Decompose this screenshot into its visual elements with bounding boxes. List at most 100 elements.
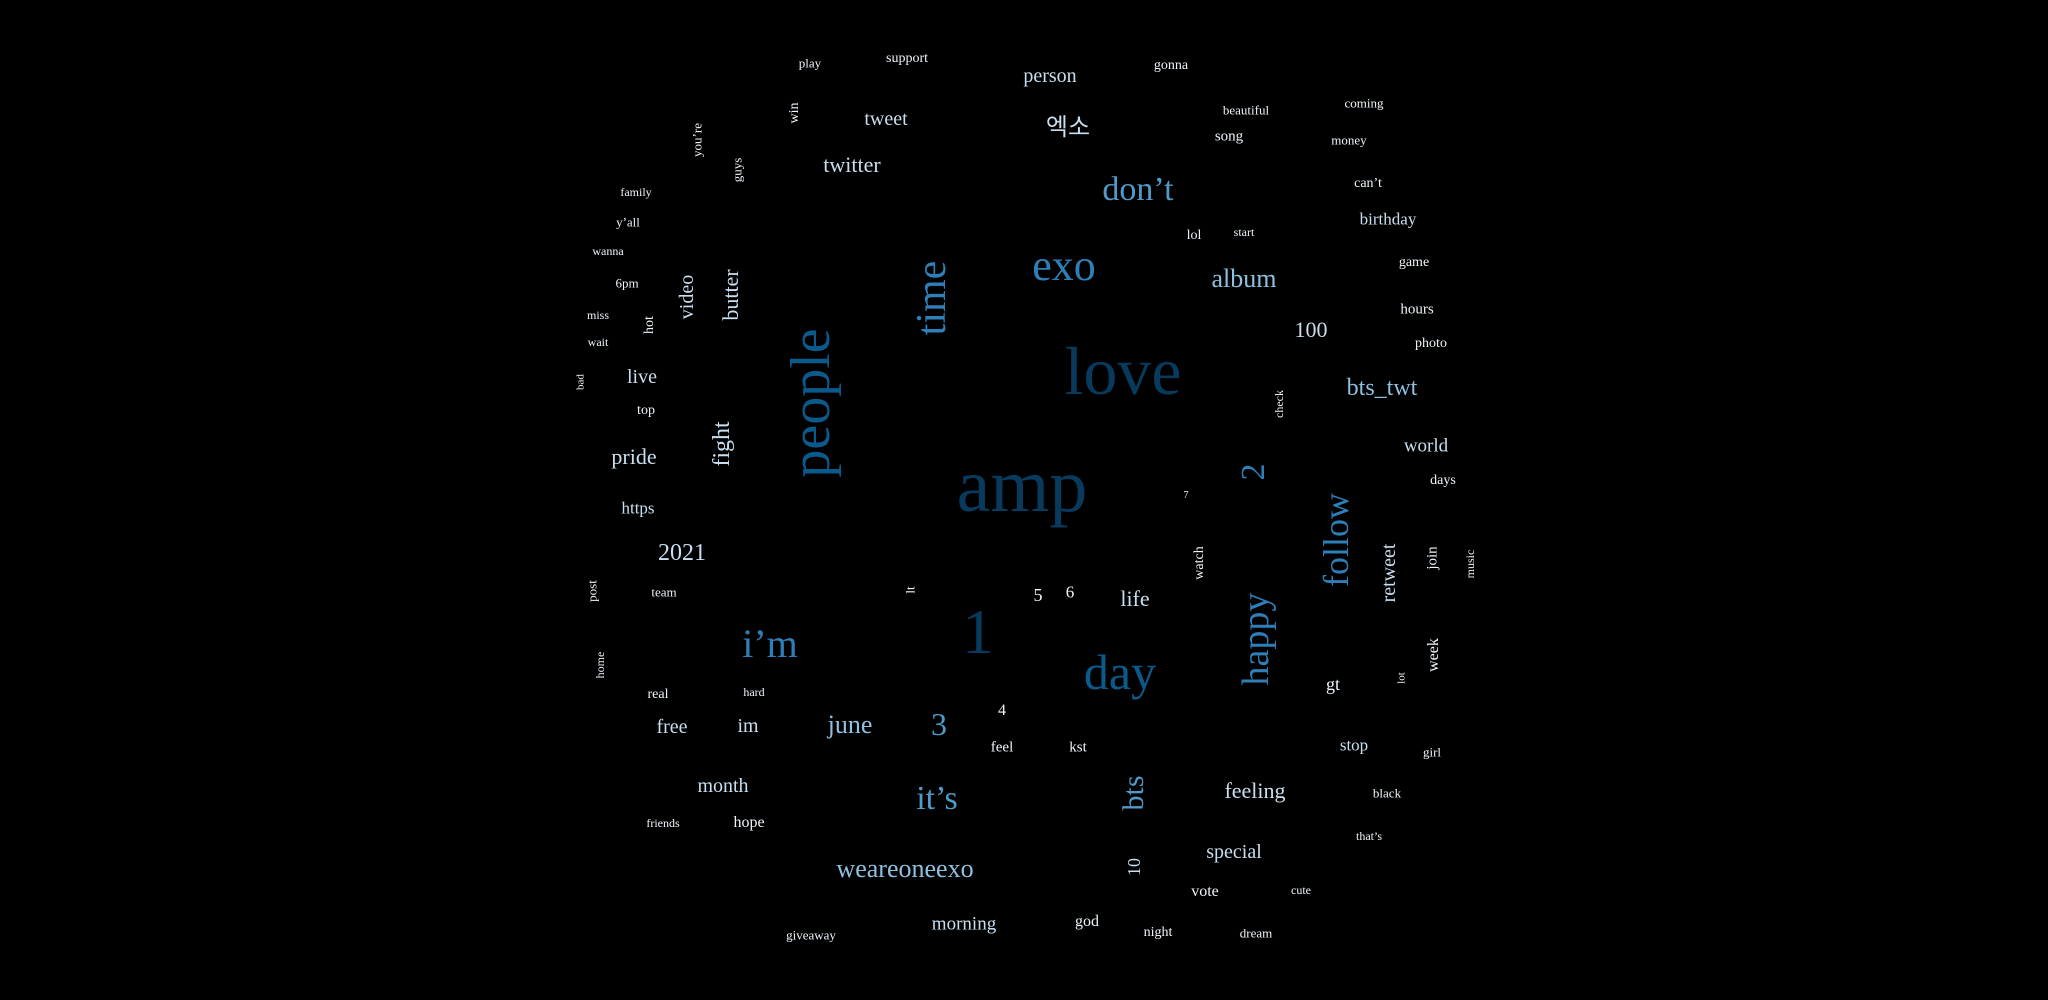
word-cloud-word: hard	[743, 685, 765, 699]
word-cloud-word: tweet	[864, 108, 908, 130]
word-cloud-word: bts	[1117, 775, 1150, 811]
word-cloud-word: join	[1424, 546, 1441, 570]
word-cloud-word: 2021	[658, 540, 706, 566]
word-cloud-word: video	[676, 274, 698, 320]
word-cloud-word: lol	[1186, 228, 1202, 243]
word-cloud-word: world	[1403, 435, 1449, 457]
word-cloud-word: gonna	[1153, 58, 1189, 73]
word-cloud-word: that’s	[1356, 829, 1382, 843]
word-cloud-word: 6pm	[615, 275, 639, 291]
word-cloud-word: day	[1083, 644, 1157, 700]
word-cloud-word: days	[1430, 473, 1456, 488]
word-cloud-word: song	[1214, 128, 1244, 145]
word-cloud-word: 10	[1124, 858, 1144, 876]
word-cloud-word: people	[780, 328, 842, 478]
word-cloud-word: wait	[587, 335, 609, 349]
word-cloud-word: you’re	[689, 123, 705, 157]
word-cloud-word: black	[1372, 785, 1402, 801]
word-cloud-word: night	[1143, 925, 1173, 940]
word-cloud-word: twitter	[823, 152, 881, 177]
word-cloud-word: watch	[1192, 546, 1207, 580]
word-cloud-word: start	[1233, 225, 1255, 239]
word-cloud-word: dream	[1239, 925, 1273, 941]
word-cloud-word: 7	[1183, 490, 1189, 501]
word-cloud-word: coming	[1344, 95, 1384, 111]
word-cloud-word: feel	[990, 739, 1014, 756]
word-cloud-word: stop	[1339, 735, 1369, 755]
word-cloud-word: butter	[718, 269, 743, 321]
word-cloud-word: birthday	[1359, 209, 1417, 229]
word-cloud-word: y’all	[616, 214, 640, 230]
word-cloud-word: week	[1425, 638, 1442, 672]
word-cloud-word: miss	[586, 308, 610, 322]
word-cloud-word: im	[737, 715, 759, 737]
word-cloud-word: i’m	[742, 621, 798, 666]
word-cloud-word: 1	[962, 596, 994, 667]
word-cloud-word: cute	[1291, 883, 1311, 897]
word-cloud-word: hours	[1400, 301, 1434, 318]
word-cloud-word: 3	[931, 706, 947, 742]
word-cloud-word: 엑소	[1045, 115, 1091, 141]
word-cloud-word: gt	[1325, 674, 1341, 694]
word-cloud-word: 4	[998, 702, 1006, 719]
word-cloud-word: don’t	[1102, 171, 1174, 208]
word-cloud-word: bts_twt	[1346, 375, 1418, 401]
word-cloud-word: life	[1120, 586, 1150, 611]
word-cloud-word: top	[637, 403, 655, 418]
word-cloud-word: happy	[1235, 592, 1277, 686]
word-cloud-word: follow	[1316, 493, 1356, 587]
word-cloud-word: 100	[1294, 317, 1328, 342]
word-cloud-word: guys	[729, 157, 745, 183]
word-cloud-word: home	[593, 651, 607, 679]
word-cloud-word: special	[1206, 841, 1262, 863]
word-cloud-word: beautiful	[1222, 102, 1270, 118]
word-cloud-word: photo	[1415, 336, 1447, 351]
word-cloud-word: win	[787, 102, 802, 124]
word-cloud-word: hope	[733, 814, 765, 831]
word-cloud-word: friends	[646, 816, 680, 830]
word-cloud-word: fight	[709, 421, 735, 467]
word-cloud-word: vote	[1191, 883, 1219, 900]
word-cloud-word: music	[1463, 549, 1477, 579]
word-cloud-word: time	[909, 260, 955, 336]
word-cloud-word: wanna	[592, 244, 624, 258]
word-cloud-word: hot	[642, 316, 657, 334]
word-cloud-word: https	[621, 498, 655, 518]
word-cloud-word: lt	[902, 586, 918, 594]
word-cloud-word: bad	[574, 374, 587, 390]
word-cloud-word: support	[886, 51, 928, 66]
word-cloud-word: check	[1272, 390, 1286, 418]
word-cloud-word: live	[627, 366, 657, 388]
word-cloud-word: person	[1023, 65, 1077, 87]
word-cloud-word: month	[697, 775, 749, 797]
word-cloud-word: amp	[956, 444, 1088, 528]
word-cloud-word: can’t	[1354, 176, 1382, 191]
word-cloud-word: game	[1398, 255, 1430, 270]
word-cloud-word: money	[1331, 132, 1367, 148]
word-cloud-word: 2	[1235, 463, 1272, 481]
word-cloud-word: weareoneexo	[836, 854, 974, 883]
word-cloud-word: it’s	[916, 780, 958, 817]
word-cloud-word: family	[620, 185, 652, 199]
word-cloud-word: play	[798, 55, 822, 71]
word-cloud-word: june	[827, 710, 873, 739]
word-cloud-word: free	[656, 716, 688, 738]
word-cloud-word: lot	[1395, 672, 1408, 684]
word-cloud-word: post	[584, 580, 600, 602]
word-cloud-word: kst	[1069, 739, 1087, 756]
word-cloud-word: morning	[931, 913, 997, 935]
word-cloud-word: album	[1211, 264, 1277, 293]
word-cloud-word: retweet	[1378, 543, 1400, 603]
word-cloud-word: giveaway	[786, 927, 836, 943]
word-cloud-word: pride	[611, 444, 657, 469]
word-cloud-word: god	[1075, 913, 1099, 930]
word-cloud-word: girl	[1422, 744, 1442, 760]
word-cloud-word: love	[1064, 333, 1182, 409]
word-cloud-word: exo	[1032, 241, 1096, 290]
word-cloud-word: feeling	[1224, 778, 1286, 803]
word-cloud-word: 5	[1033, 585, 1043, 605]
word-cloud-word: 6	[1065, 582, 1075, 602]
word-cloud-word: real	[647, 687, 669, 702]
word-cloud-word: team	[651, 584, 677, 600]
